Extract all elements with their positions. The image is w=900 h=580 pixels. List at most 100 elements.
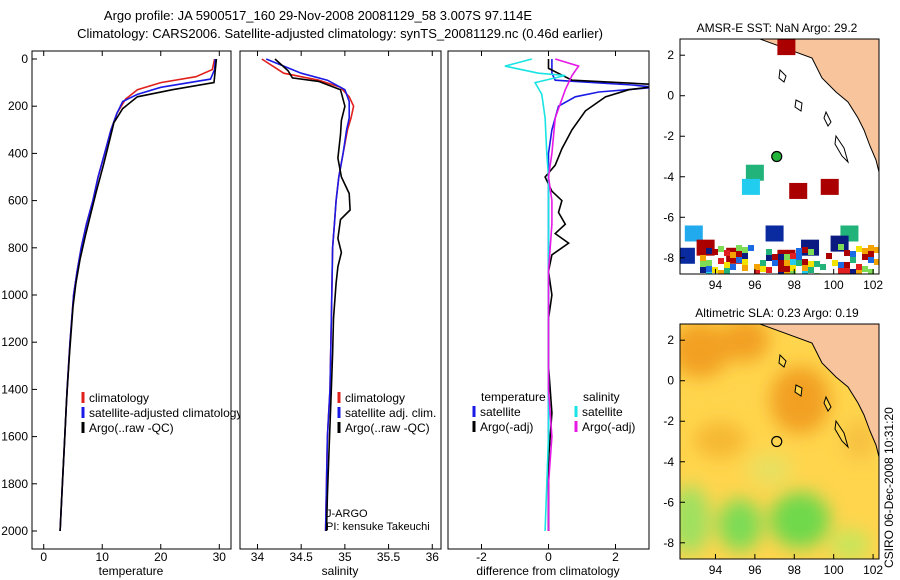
sst-strip-cell — [808, 261, 814, 267]
difference-temperature-legend-label-1: Argo(-adj) — [480, 420, 533, 434]
sla-map-panel: Altimetric SLA: 0.23 Argo: 0.19 2 0 -2 -4 -6… — [663, 306, 883, 577]
sst-strip-cell — [868, 257, 874, 263]
sst-strip-cell — [850, 257, 856, 263]
sst-strip-cell — [766, 255, 772, 261]
sst-argo-position-marker — [771, 150, 783, 163]
depth-ytick-label-10: 2000 — [1, 524, 28, 538]
sst-map-panel: AMSR-E SST: NaN Argo: 29.2 2 0 -2 -4 -6 -8 94… — [663, 21, 883, 292]
sst-map-ytick-label-1: 0 — [667, 89, 674, 103]
sla-map-xtick-label-4: 102 — [863, 563, 883, 577]
sst-strip-cell — [796, 260, 802, 266]
salinity-xtick-label-1: 34.5 — [289, 550, 313, 564]
sst-strip-cell — [718, 270, 724, 274]
sla-map-ytick-label-2: -2 — [663, 414, 674, 428]
sst-cell-2 — [741, 178, 760, 195]
sst-map-ytick-label-5: -8 — [663, 251, 674, 265]
sst-strip-cell — [808, 249, 814, 255]
sla-map-ytick-label-4: -6 — [663, 495, 674, 509]
sst-strip-cell — [718, 246, 724, 252]
sst-cell-5 — [684, 225, 703, 242]
series-line-0-2 — [59, 58, 218, 532]
difference-xtick-label-2: 2 — [612, 550, 619, 564]
sst-strip-cell — [718, 258, 724, 264]
temperature-plot-frame — [31, 50, 232, 550]
sst-cell-13 — [680, 247, 695, 264]
sst-cell-3 — [789, 182, 808, 199]
sst-strip-cell — [868, 245, 874, 251]
difference-panel: -2 0 2 difference from climatology tempera… — [447, 50, 650, 578]
sst-strip-cell — [724, 262, 730, 268]
salinity-panel: 34 34.5 35 35.5 36 salinity climatologysatel… — [239, 50, 442, 578]
sst-strip-cell — [706, 260, 712, 266]
sst-strip-cell — [856, 264, 862, 270]
salinity-annotation-line-1: J-ARGO — [326, 508, 368, 520]
salinity-legend-label-1: satellite adj. clim. — [345, 406, 436, 420]
sst-strip-cell — [838, 244, 844, 250]
sst-cell-0 — [777, 39, 796, 56]
sst-strip-cell — [802, 271, 808, 274]
sst-strip-cell — [790, 271, 796, 274]
sla-map-xtick-label-1: 96 — [748, 563, 762, 577]
difference-xtick-label-0: -2 — [476, 550, 487, 564]
sst-strip-cell — [742, 253, 748, 259]
sst-strip-cell — [844, 250, 850, 256]
sst-strip-cell — [838, 268, 844, 274]
depth-ytick-label-9: 1800 — [1, 477, 28, 491]
salinity-annotation-line-2: PI: kensuke Takeuchi — [326, 521, 430, 533]
temperature-xtick-label-2: 20 — [154, 550, 168, 564]
sst-strip-cell — [760, 260, 766, 266]
difference-salinity-legend-label-0: satellite — [582, 405, 623, 419]
sst-strip-cell — [874, 259, 879, 265]
sla-map-ytick-label-5: -8 — [663, 536, 674, 550]
sst-strip-cell — [862, 266, 868, 272]
sst-strip-cell — [712, 249, 718, 255]
sst-strip-cell — [742, 265, 748, 271]
salinity-xtick-label-2: 35 — [338, 550, 352, 564]
sst-map-ytick-label-0: 2 — [667, 48, 674, 62]
sst-strip-cell — [844, 268, 850, 274]
depth-ytick-label-2: 400 — [8, 146, 28, 160]
depth-ytick-label-3: 600 — [8, 194, 28, 208]
salinity-axis-label: salinity — [322, 564, 359, 578]
sst-strip-cell — [874, 247, 879, 253]
depth-ytick-label-1: 200 — [8, 99, 28, 113]
sst-strip-cell — [742, 259, 748, 265]
difference-temperature-legend-label-0: satellite — [480, 405, 521, 419]
sst-strip-cell — [754, 270, 760, 274]
difference-legend: temperature salinity satelliteArgo(-adj)… — [472, 390, 635, 434]
sst-strip-cell — [736, 257, 742, 263]
sla-map-xtick-label-3: 100 — [824, 563, 844, 577]
legend-title-temperature: temperature — [481, 390, 546, 404]
sst-strip-cell — [784, 266, 790, 272]
temperature-xtick-label-3: 30 — [213, 550, 227, 564]
sst-strip-cell — [802, 259, 808, 265]
sla-map-islands — [778, 353, 850, 449]
sst-strip-cell — [736, 251, 742, 257]
sst-strip-cell — [706, 266, 712, 272]
sst-strip-cell — [784, 260, 790, 266]
sst-strip-cell — [814, 261, 820, 267]
sst-strip-cell — [778, 260, 784, 266]
sst-strip-cell — [760, 266, 766, 272]
sst-strip-cell — [772, 254, 778, 260]
sst-strip-cell — [832, 260, 838, 266]
sst-cell-1 — [745, 164, 764, 181]
sst-strip-cell — [856, 270, 862, 274]
sla-field — [680, 324, 876, 559]
sst-map-ytick-label-4: -6 — [663, 210, 674, 224]
depth-ytick-label-5: 1000 — [1, 288, 28, 302]
sla-map-xtick-label-0: 94 — [709, 563, 723, 577]
sst-strip-cell — [778, 272, 784, 274]
depth-ytick-label-7: 1400 — [1, 382, 28, 396]
sst-strip-cell — [862, 254, 868, 260]
sst-strip-cell — [700, 267, 706, 273]
salinity-xtick-label-0: 34 — [251, 550, 265, 564]
sst-map-title: AMSR-E SST: NaN Argo: 29.2 — [697, 21, 858, 35]
temperature-panel: 0 200 400 600 800 1000 1200 1400 1600 1800 2000 0 1… — [1, 50, 242, 578]
sst-strip-cell — [706, 248, 712, 254]
temperature-xtick-label-1: 10 — [96, 550, 110, 564]
temperature-xtick-label-0: 0 — [40, 550, 47, 564]
sst-strip-cell — [766, 249, 772, 255]
salinity-legend-label-0: climatology — [345, 391, 405, 405]
